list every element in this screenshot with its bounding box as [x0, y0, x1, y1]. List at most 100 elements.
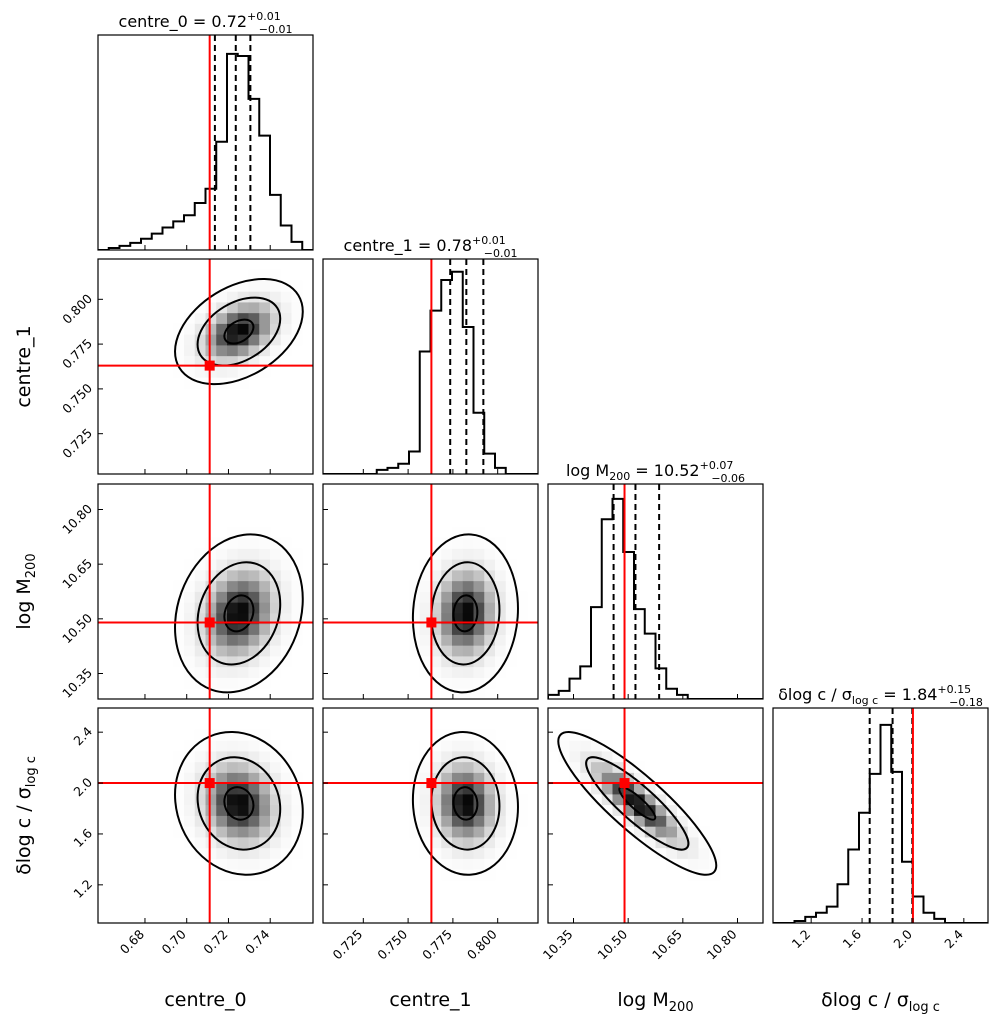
contour-0 — [223, 318, 255, 345]
histogram-c1 — [323, 270, 538, 474]
density-cell — [184, 345, 196, 357]
density-cell — [237, 826, 249, 838]
density-cell — [280, 634, 292, 646]
density-cell — [259, 527, 271, 539]
density-cell — [227, 334, 239, 346]
density-cell — [495, 837, 507, 849]
density-cell — [473, 591, 485, 603]
density-cell — [452, 537, 464, 549]
density-cell — [280, 645, 292, 657]
density-cell — [184, 794, 196, 806]
density-cell — [184, 323, 196, 335]
density-cell — [216, 548, 228, 560]
density-cell — [173, 323, 185, 335]
density-cell — [291, 783, 303, 795]
density-cell — [612, 815, 624, 827]
x-tick-label-c1: 0.775 — [419, 927, 455, 963]
density-cell — [698, 858, 710, 870]
density-cell — [516, 602, 528, 614]
density-cell — [569, 729, 581, 741]
density-cell — [227, 794, 239, 806]
x-tick-label-m: 10.65 — [649, 927, 685, 963]
density-cell — [452, 740, 464, 752]
density-cell — [569, 761, 581, 773]
density-cell — [248, 761, 260, 773]
density-cell — [409, 623, 421, 635]
density-cell — [184, 334, 196, 346]
density-cell — [248, 570, 260, 582]
density-cell — [205, 740, 217, 752]
density-cell — [655, 847, 667, 859]
density-cell — [227, 826, 239, 838]
density-cell — [259, 751, 271, 763]
density-cell — [473, 634, 485, 646]
hist-title-c1: centre_1 = 0.78+0.01 −0.01 — [344, 234, 518, 260]
panel-frame — [97, 707, 314, 924]
density-cell — [216, 580, 228, 592]
density-cell — [248, 826, 260, 838]
density-cell — [237, 312, 249, 324]
density-cell — [280, 602, 292, 614]
density-cell — [419, 580, 431, 592]
density-cell — [462, 570, 474, 582]
density-cell — [184, 613, 196, 625]
density-cell — [419, 761, 431, 773]
density-cell — [666, 847, 678, 859]
density-cell — [280, 334, 292, 346]
density-cell — [473, 751, 485, 763]
density-cell — [280, 613, 292, 625]
density-cell — [441, 677, 453, 689]
density-cell — [259, 634, 271, 646]
density-cell — [495, 548, 507, 560]
contour-2 — [411, 533, 519, 694]
density-cell — [698, 847, 710, 859]
density-cell — [473, 847, 485, 859]
x-tick-label-d: 2.0 — [890, 926, 915, 951]
density-cell — [441, 783, 453, 795]
density-cell — [591, 740, 603, 752]
density-cell — [452, 815, 464, 827]
density-cell — [259, 666, 271, 678]
density-cell — [194, 580, 206, 592]
density-cell — [259, 656, 271, 668]
density-cell — [248, 537, 260, 549]
density-cell — [227, 591, 239, 603]
density-cell — [302, 602, 313, 614]
hist-title-d: δlog c / σlog c = 1.84+0.15 −0.18 — [778, 683, 983, 709]
density-cell — [484, 559, 496, 571]
density-cell — [441, 847, 453, 859]
density-cell — [227, 645, 239, 657]
density-cell — [248, 666, 260, 678]
density-cell — [194, 666, 206, 678]
density-cell — [216, 570, 228, 582]
density-cell — [687, 847, 699, 859]
density-cell — [237, 858, 249, 870]
density-cell — [655, 804, 667, 816]
density-cell — [495, 858, 507, 870]
density-cell — [248, 794, 260, 806]
density-cell — [462, 847, 474, 859]
density-cell — [184, 751, 196, 763]
density-cell — [430, 794, 442, 806]
density-cell — [270, 591, 282, 603]
density-cell — [205, 645, 217, 657]
density-cell — [184, 815, 196, 827]
density-cell — [248, 591, 260, 603]
density-cell — [216, 656, 228, 668]
density-cell — [194, 645, 206, 657]
density-cell — [419, 623, 431, 635]
density-cell — [280, 772, 292, 784]
density-cell — [227, 345, 239, 357]
density-cell — [270, 559, 282, 571]
density-cell — [495, 751, 507, 763]
density-cell — [462, 858, 474, 870]
density-cell — [227, 837, 239, 849]
density-cell — [484, 869, 496, 881]
density-cell — [248, 527, 260, 539]
density-cell — [237, 794, 249, 806]
density-cell — [505, 772, 517, 784]
density-cell — [216, 312, 228, 324]
density-cell — [216, 740, 228, 752]
density-cell — [484, 858, 496, 870]
density-cell — [237, 613, 249, 625]
